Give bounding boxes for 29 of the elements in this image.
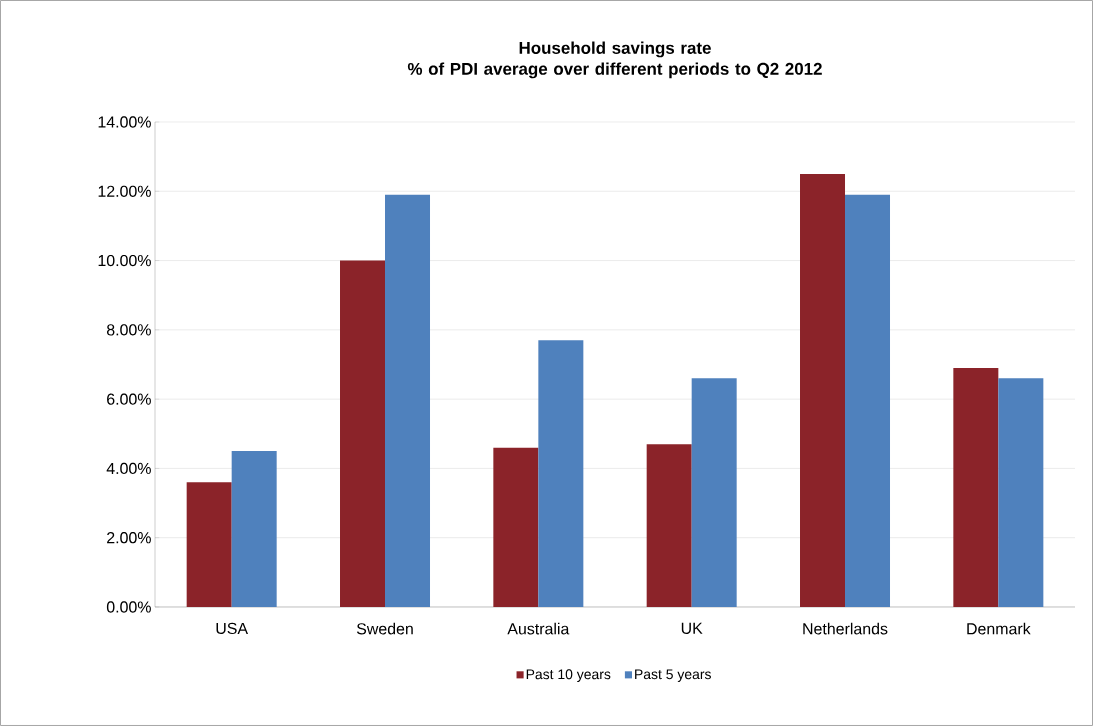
bar	[340, 260, 386, 607]
y-tick-label: 2.00%	[107, 532, 151, 544]
bar	[493, 447, 539, 607]
bar	[998, 378, 1044, 607]
y-tick-label: 0.00%	[106, 601, 151, 613]
y-tick-label: 8.00%	[106, 324, 151, 336]
y-tick-label: 10.00%	[98, 254, 151, 267]
y-tick-label: 4.00%	[106, 462, 151, 475]
x-tick-label: Denmark	[967, 622, 1031, 635]
chart-title: Household savings rate % of PDI average over different periods to Q2 2012	[407, 41, 822, 79]
bar	[845, 194, 891, 607]
bar	[186, 482, 232, 607]
x-tick-label: Sweden	[356, 622, 413, 635]
y-tick-label: 6.00%	[107, 393, 151, 405]
x-tick-label: USA	[216, 622, 249, 635]
bar	[800, 173, 846, 607]
bar	[691, 378, 737, 607]
x-tick-label: Australia	[507, 622, 570, 635]
bar	[538, 340, 584, 607]
bar	[953, 367, 999, 607]
bar	[646, 444, 692, 607]
y-tick-label: 12.00%	[98, 185, 151, 197]
y-tick-label: 14.00%	[98, 116, 151, 128]
x-tick-label: UK	[681, 622, 703, 634]
legend-label: Past 5 years	[635, 669, 711, 682]
bar	[231, 451, 277, 607]
bar	[385, 194, 431, 607]
x-tick-label: Netherlands	[803, 622, 888, 635]
legend-label: Past 10 years	[526, 669, 611, 682]
